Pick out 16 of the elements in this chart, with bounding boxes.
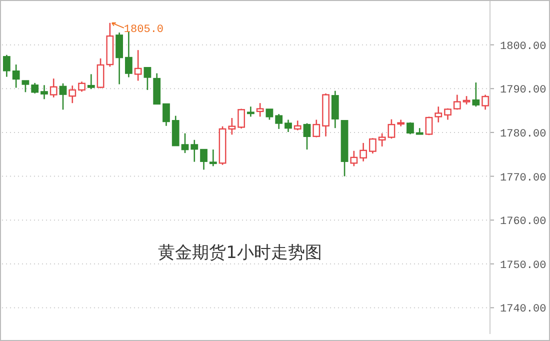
y-tick-label: 1760.00 (500, 216, 546, 228)
candlestick (40, 84, 48, 100)
y-tick-label: 1770.00 (500, 172, 546, 184)
text: 黄金期货1小时走势图 (158, 243, 322, 263)
y-tick-label: 1740.00 (500, 304, 546, 316)
candlestick (331, 90, 339, 129)
y-tick-label: 1790.00 (500, 84, 546, 97)
candlestick (284, 119, 292, 133)
y-tick-label: 1780.00 (500, 128, 546, 140)
y-tick-label: 1750.00 (500, 260, 546, 272)
candlestick (360, 142, 368, 162)
candlestick (68, 84, 76, 104)
annotation: 1805.0 (124, 24, 164, 36)
y-tick-label: 1800.00 (500, 40, 546, 53)
candlestick (190, 139, 198, 162)
candlestick (434, 106, 442, 124)
